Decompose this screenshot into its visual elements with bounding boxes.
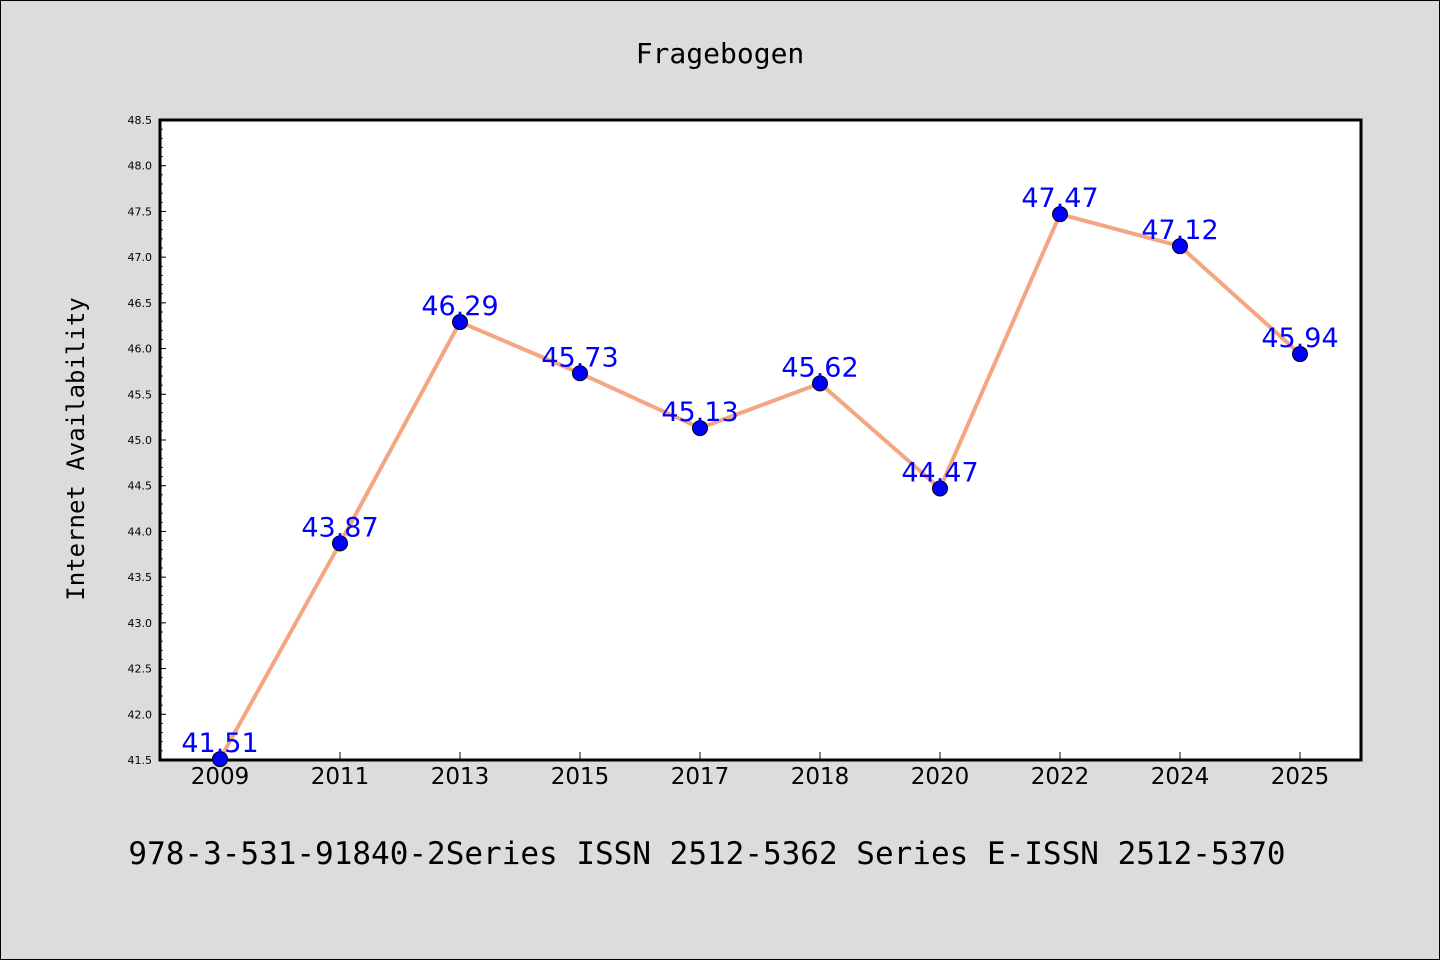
x-axis: 2009 2011 2013 2015 2017 2018 2020 2022 2024 2025 [191, 752, 1330, 790]
y-tick-label: 47.0 [128, 251, 153, 264]
x-tick-label: 2011 [311, 764, 370, 790]
data-point-2022 [1052, 206, 1068, 223]
data-label-2024: 47.12 [1141, 215, 1218, 246]
y-tick-label: 43.5 [128, 571, 153, 584]
y-axis: 41.5 42.0 42.5 43.0 43.5 44.0 44.5 45.0 45.5 46.0… [128, 114, 166, 767]
x-tick-label: 2013 [431, 764, 490, 790]
y-tick-label: 45.5 [128, 388, 153, 401]
data-point-2015 [572, 365, 588, 382]
footer-isbn-issn: 978-3-531-91840-2Series ISSN 2512-5362 S… [128, 836, 1285, 872]
data-point-2024 [1172, 238, 1188, 255]
data-point-2020 [932, 480, 948, 497]
y-axis-label: Internet Availability [62, 297, 90, 600]
data-label-2017: 45.13 [661, 397, 738, 428]
data-label-2022: 47.47 [1021, 183, 1098, 214]
y-tick-label: 47.5 [128, 205, 153, 218]
data-point-2009 [212, 751, 228, 768]
y-tick-label: 48.0 [128, 160, 153, 173]
data-label-2011: 43.87 [301, 512, 378, 543]
x-tick-label: 2022 [1031, 764, 1090, 790]
data-label-2018: 45.62 [781, 352, 858, 383]
plot-area [158, 118, 1363, 762]
series-line [218, 212, 1302, 761]
data-label-2009: 41.51 [181, 728, 258, 759]
data-label-2025: 45.94 [1261, 323, 1338, 354]
data-point-2018 [812, 375, 828, 392]
x-tick-label: 2015 [551, 764, 610, 790]
x-tick-label: 2018 [791, 764, 850, 790]
data-label-2020: 44.47 [901, 457, 978, 488]
y-tick-label: 42.5 [128, 663, 153, 676]
x-tick-label: 2009 [191, 764, 250, 790]
y-tick-label: 42.0 [128, 708, 153, 721]
x-tick-label: 2024 [1151, 764, 1210, 790]
data-point-2017 [692, 420, 708, 437]
y-tick-label: 46.0 [128, 343, 153, 356]
x-tick-label: 2025 [1271, 764, 1330, 790]
chart-title: Fragebogen [636, 37, 805, 70]
data-label-2015: 45.73 [541, 342, 618, 373]
y-tick-label: 46.5 [128, 297, 153, 310]
x-tick-label: 2017 [671, 764, 730, 790]
x-tick-label: 2020 [911, 764, 970, 790]
data-label-2013: 46.29 [421, 291, 498, 322]
y-tick-label: 45.0 [128, 434, 153, 447]
data-point-2011 [332, 535, 348, 552]
data-point-2025 [1292, 346, 1308, 363]
y-tick-label: 44.5 [128, 480, 153, 493]
data-labels: 41.51 43.87 46.29 45.73 45.13 45.62 44.47 47.47… [181, 183, 1338, 759]
series-markers [212, 206, 1308, 768]
y-tick-label: 48.5 [128, 114, 153, 127]
y-tick-label: 43.0 [128, 617, 153, 630]
y-tick-label: 44.0 [128, 525, 153, 538]
y-tick-label: 41.5 [128, 754, 153, 767]
data-point-2013 [452, 314, 468, 331]
